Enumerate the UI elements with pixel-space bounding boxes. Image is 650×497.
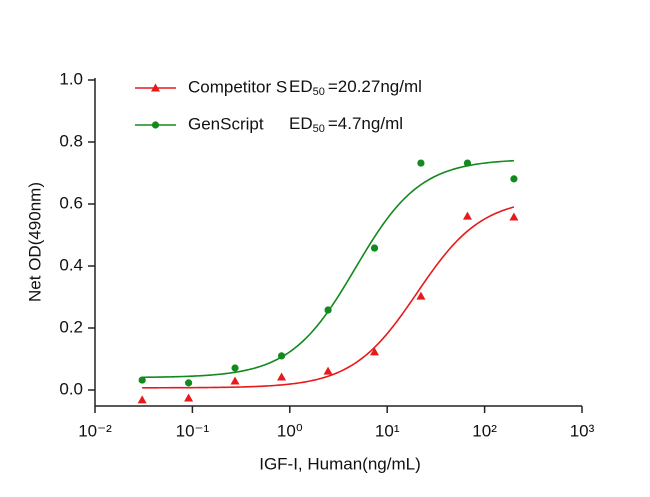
legend-ed-sub: 50: [313, 86, 325, 98]
data-point: [463, 159, 472, 167]
y-tick-label: 0.0: [59, 379, 83, 398]
x-tick-label: 10⁰: [277, 421, 303, 440]
data-point: [462, 211, 472, 220]
legend-ed-label: ED: [289, 77, 313, 96]
x-tick-label: 10³: [570, 421, 595, 440]
legend-name: Competitor S: [188, 77, 287, 96]
data-point: [370, 244, 379, 252]
legend-ed: ED50 =20.27ng/ml: [289, 77, 422, 97]
data-point: [416, 291, 426, 300]
x-tick-label: 10²: [472, 421, 497, 440]
y-tick-label: 0.6: [59, 193, 83, 212]
data-point: [184, 393, 194, 402]
legend-ed-text: =4.7ng/ml: [328, 114, 403, 133]
x-tick-label: 10¹: [375, 421, 400, 440]
legend-name: GenScript: [188, 114, 264, 133]
x-tick-label: 10⁻¹: [176, 421, 210, 440]
legend-marker: [151, 121, 160, 129]
legend-ed: ED50 =4.7ng/ml: [289, 114, 403, 134]
legend-ed-sub: 50: [313, 123, 325, 135]
data-point: [324, 306, 332, 314]
y-tick-label: 0.8: [59, 131, 83, 150]
x-axis-label: IGF-I, Human(ng/mL): [259, 454, 421, 473]
data-point: [137, 395, 147, 404]
x-tick-label: 10⁻²: [78, 421, 112, 440]
legend-ed-text: =20.27ng/ml: [328, 77, 422, 96]
data-point: [277, 372, 287, 381]
y-tick-label: 1.0: [59, 69, 83, 88]
data-point: [184, 379, 193, 387]
data-point: [509, 212, 519, 221]
fit-curve: [142, 206, 515, 389]
y-tick-label: 0.2: [59, 317, 83, 336]
y-tick-label: 0.4: [59, 255, 83, 274]
data-point: [323, 366, 333, 375]
data-point: [231, 364, 239, 372]
legend-marker: [151, 83, 160, 92]
data-point: [417, 159, 425, 167]
data-point: [510, 175, 518, 183]
fit-curve: [142, 159, 514, 379]
y-axis-label: Net OD(490nm): [25, 182, 44, 302]
data-point: [370, 347, 380, 356]
data-point: [230, 376, 240, 385]
data-point: [138, 376, 146, 384]
data-point: [277, 352, 286, 360]
legend-ed-label: ED: [289, 114, 313, 133]
